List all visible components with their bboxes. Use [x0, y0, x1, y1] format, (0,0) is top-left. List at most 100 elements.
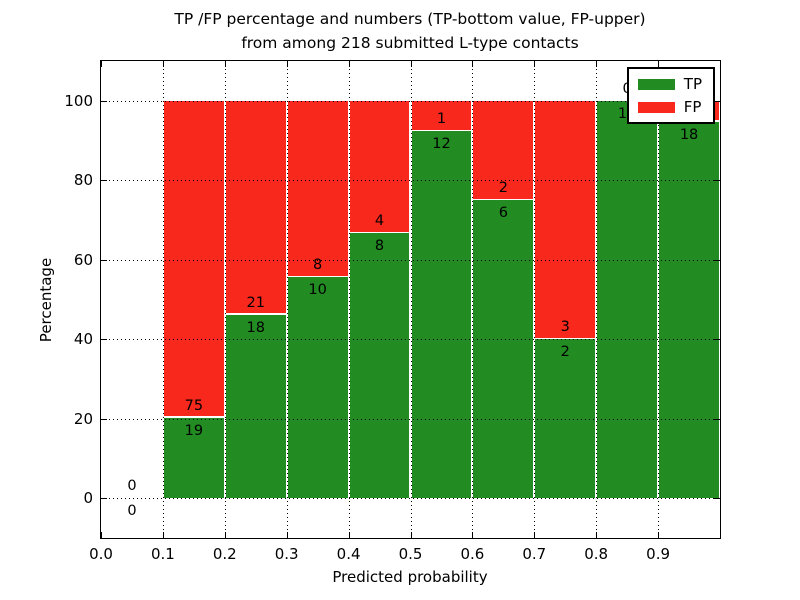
y-tick-label: 60 [73, 250, 93, 269]
x-tick-top [596, 61, 598, 67]
bar-segment-tp [597, 100, 658, 499]
tp-count-label: 2 [560, 344, 570, 361]
x-tick-top [658, 61, 660, 67]
chart-title-line2: from among 218 submitted L-type contacts [241, 34, 579, 52]
chart-title: TP /FP percentage and numbers (TP-bottom… [100, 7, 720, 55]
y-tick-left [101, 100, 107, 102]
y-tick-left [101, 339, 107, 341]
x-tick-label: 0.0 [89, 545, 113, 563]
x-tick-top [101, 61, 102, 67]
y-tick-label: 100 [64, 91, 93, 110]
fp-count-label: 21 [246, 294, 265, 311]
x-tick-top [348, 61, 350, 67]
legend-swatch-tp [637, 78, 675, 90]
tp-count-label: 12 [432, 136, 451, 153]
legend: TP FP [626, 67, 715, 124]
bar-segment-tp [411, 131, 472, 499]
y-tick-left [101, 418, 107, 420]
v-gridline [658, 61, 660, 538]
bar-segment-tp [287, 277, 348, 499]
legend-label-fp: FP [683, 98, 702, 116]
x-tick-label: 0.6 [460, 545, 485, 563]
x-tick-bottom [224, 532, 226, 538]
fp-count-label: 3 [560, 319, 570, 336]
y-tick-right [714, 418, 720, 420]
x-tick-top [224, 61, 226, 67]
y-tick-right [714, 100, 720, 102]
x-tick-label: 0.3 [274, 545, 299, 563]
bar-segment-tp [225, 314, 286, 499]
x-tick-bottom [101, 532, 102, 538]
tp-count-label: 18 [246, 319, 265, 336]
x-tick-bottom [286, 532, 288, 538]
legend-label-tp: TP [683, 75, 702, 93]
x-tick-bottom [162, 532, 164, 538]
x-tick-bottom [534, 532, 536, 538]
bar-segment-tp [163, 417, 224, 499]
bar-segment-tp [659, 121, 719, 499]
y-tick-right [714, 259, 720, 261]
x-tick-label: 0.7 [522, 545, 547, 563]
x-tick-bottom [658, 532, 660, 538]
bar-segment-fp [349, 100, 410, 232]
y-tick-label: 20 [73, 409, 93, 428]
v-gridline [472, 61, 474, 538]
y-tick-right [714, 180, 720, 182]
x-tick-top [162, 61, 164, 67]
v-gridline [224, 61, 226, 538]
x-tick-top [410, 61, 412, 67]
x-tick-label: 0.1 [150, 545, 175, 563]
tp-count-label: 10 [308, 282, 327, 299]
x-tick-top [534, 61, 536, 67]
legend-swatch-fp [637, 101, 675, 113]
y-tick-left [101, 180, 107, 182]
bar-segment-fp [473, 100, 534, 199]
bar-segment-fp [535, 100, 596, 338]
tp-count-label: 18 [679, 126, 699, 143]
bar-segment-fp [225, 100, 286, 314]
v-gridline [348, 61, 350, 538]
v-gridline [534, 61, 536, 538]
y-tick-label: 0 [83, 489, 93, 508]
fp-count-label: 0 [127, 478, 137, 495]
bar-segment-fp [163, 100, 224, 417]
legend-row: FP [637, 98, 702, 116]
y-tick-label: 40 [73, 330, 93, 349]
fp-count-label: 2 [498, 180, 508, 197]
x-tick-bottom [596, 532, 598, 538]
v-gridline [162, 61, 164, 538]
x-axis-label: Predicted probability [332, 568, 488, 586]
y-tick-label: 80 [73, 171, 93, 190]
fp-count-label: 8 [313, 257, 323, 274]
chart-title-line1: TP /FP percentage and numbers (TP-bottom… [174, 10, 646, 28]
fp-count-label: 4 [374, 213, 385, 230]
x-tick-label: 0.9 [646, 545, 671, 563]
y-tick-left [101, 259, 107, 261]
x-tick-label: 0.4 [336, 545, 361, 563]
v-gridline [286, 61, 288, 538]
y-tick-right [714, 498, 720, 500]
x-tick-bottom [410, 532, 412, 538]
bar-segment-fp [287, 100, 348, 276]
x-tick-label: 0.2 [212, 545, 237, 563]
x-tick-bottom [472, 532, 474, 538]
x-tick-bottom [348, 532, 350, 538]
x-tick-top [472, 61, 474, 67]
x-tick-label: 0.8 [584, 545, 609, 563]
v-gridline [410, 61, 412, 538]
bar-segment-tp [473, 200, 534, 499]
bar-segment-tp [349, 233, 410, 499]
v-gridline [596, 61, 598, 538]
fp-count-label: 1 [436, 111, 447, 128]
x-tick-label: 0.5 [398, 545, 423, 563]
tp-count-label: 6 [498, 205, 508, 222]
y-tick-left [101, 498, 107, 500]
fp-count-label: 75 [184, 397, 204, 414]
y-tick-right [714, 339, 720, 341]
bar-segment-fp [411, 100, 472, 130]
legend-row: TP [637, 75, 702, 93]
tp-count-label: 0 [127, 503, 137, 520]
x-tick-top [286, 61, 288, 67]
